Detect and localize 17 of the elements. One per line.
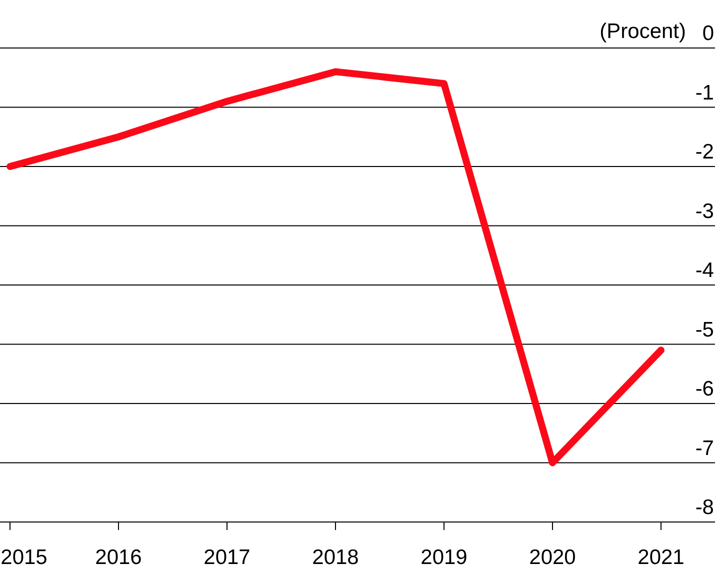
x-tick-label: 2019: [420, 546, 468, 569]
x-tick-label: 2016: [95, 546, 142, 569]
x-tick-label: 2018: [312, 546, 359, 569]
x-tick-label: 2015: [0, 546, 48, 569]
y-tick-label: -6: [695, 378, 714, 400]
y-tick-label: -5: [695, 318, 714, 342]
x-tick-label: 2017: [204, 546, 250, 569]
y-axis-title: (Procent): [600, 20, 686, 43]
y-tick-label: -2: [695, 140, 714, 164]
x-tick-label: 2021: [638, 546, 684, 569]
y-tick-label: -8: [695, 496, 714, 519]
x-tick-label: 2020: [529, 546, 576, 569]
y-tick-label: 0: [702, 22, 714, 45]
y-tick-label: -7: [695, 436, 714, 460]
y-tick-label: -1: [695, 81, 714, 104]
y-tick-label: -3: [695, 200, 714, 223]
y-tick-label: -4: [695, 259, 714, 282]
